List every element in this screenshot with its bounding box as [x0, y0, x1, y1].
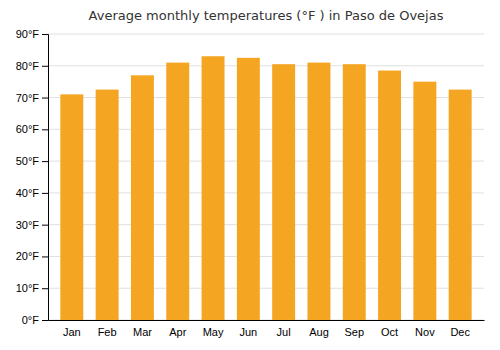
x-tick: Jan — [63, 326, 81, 338]
x-tick-label: Mar — [133, 326, 152, 338]
x-tick-label: Feb — [98, 326, 117, 338]
bar — [413, 82, 436, 320]
bar — [343, 64, 366, 320]
y-tick-mark — [42, 161, 48, 162]
bar — [131, 75, 154, 320]
x-tick: Feb — [98, 326, 117, 338]
y-tick: 60°F — [16, 123, 48, 135]
y-tick: 10°F — [16, 282, 48, 294]
grid — [48, 34, 484, 320]
y-tick-mark — [42, 129, 48, 130]
bar — [60, 94, 83, 320]
x-tick-label: Nov — [415, 326, 435, 338]
y-tick: 30°F — [16, 219, 48, 231]
x-tick-label: Oct — [381, 326, 398, 338]
y-tick: 90°F — [16, 28, 48, 40]
x-tick-label: Jun — [239, 326, 257, 338]
bar — [378, 71, 401, 320]
y-tick-label: 60°F — [16, 123, 40, 135]
y-tick-mark — [42, 256, 48, 257]
x-tick: Apr — [169, 326, 186, 338]
y-tick-label: 40°F — [16, 187, 40, 199]
chart: Jan Feb Mar Apr May Jun Jul Aug Sep Oct Nov Dec 0°F 1… — [0, 0, 500, 350]
x-tick-label: May — [203, 326, 224, 338]
grid-line — [48, 65, 484, 66]
x-tick: Sep — [344, 326, 364, 338]
x-tick-label: Apr — [169, 326, 186, 338]
x-axis-line — [49, 320, 485, 321]
y-tick: 0°F — [22, 314, 48, 326]
x-axis: Jan Feb Mar Apr May Jun Jul Aug Sep Oct Nov Dec — [49, 321, 485, 338]
y-tick-mark — [42, 66, 48, 67]
y-tick-mark — [42, 98, 48, 99]
y-tick-label: 90°F — [16, 28, 40, 40]
x-tick: Mar — [133, 326, 152, 338]
y-tick-label: 0°F — [22, 314, 40, 326]
y-tick: 40°F — [16, 187, 48, 199]
x-tick: Oct — [381, 326, 398, 338]
y-tick-label: 50°F — [16, 155, 40, 167]
x-tick: Aug — [309, 326, 329, 338]
x-tick: Nov — [415, 326, 435, 338]
bar — [237, 58, 260, 320]
y-tick-mark — [42, 34, 48, 35]
y-axis-line — [42, 35, 49, 321]
x-tick: Jul — [277, 326, 291, 338]
x-tick: Dec — [450, 326, 470, 338]
y-tick-mark — [42, 193, 48, 194]
y-tick: 20°F — [16, 250, 48, 262]
y-tick-label: 30°F — [16, 219, 40, 231]
x-tick-label: Sep — [344, 326, 364, 338]
bar — [449, 90, 472, 320]
y-tick-mark — [42, 320, 48, 321]
y-tick-mark — [42, 288, 48, 289]
x-tick-label: Jul — [277, 326, 291, 338]
x-tick: Jun — [239, 326, 257, 338]
bar — [96, 90, 119, 320]
y-tick-mark — [42, 225, 48, 226]
y-tick-label: 70°F — [16, 92, 40, 104]
bar — [272, 64, 295, 320]
bar — [166, 63, 189, 320]
y-tick-label: 10°F — [16, 282, 40, 294]
bar — [307, 63, 330, 320]
bars — [60, 56, 471, 320]
x-tick-label: Dec — [450, 326, 470, 338]
grid-line — [48, 34, 484, 35]
y-tick: 70°F — [16, 92, 48, 104]
x-tick-label: Jan — [63, 326, 81, 338]
title: Average monthly temperatures (°F ) in Pa… — [89, 8, 444, 23]
plot: Jan Feb Mar Apr May Jun Jul Aug Sep Oct Nov Dec 0°F 1… — [16, 28, 485, 338]
y-tick-label: 20°F — [16, 250, 40, 262]
y-tick: 50°F — [16, 155, 48, 167]
x-tick-label: Aug — [309, 326, 329, 338]
y-tick: 80°F — [16, 60, 48, 72]
y-tick-label: 80°F — [16, 60, 40, 72]
bar — [202, 56, 225, 320]
y-axis: 0°F 10°F 20°F 30°F 40°F 50°F 60°F 70°F 80°F 90°F — [16, 28, 49, 326]
x-tick: May — [203, 326, 224, 338]
